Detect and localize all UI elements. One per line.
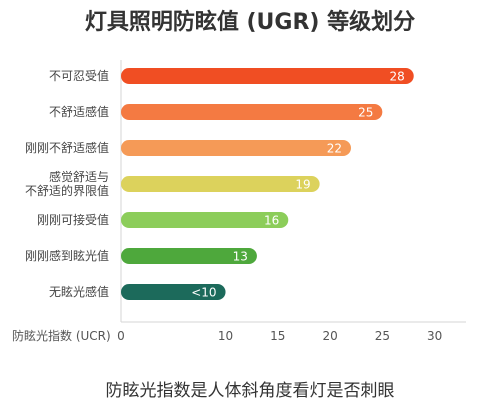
category-label-line: 刚刚可接受值 <box>37 212 109 227</box>
axis-layer: 防眩光指数 (UCR) 0 10 15 20 25 30 不可忍受值不舒适感值刚刚不舒适感值感… <box>12 60 466 343</box>
bar <box>121 284 226 300</box>
bar-value-label: <10 <box>191 286 216 300</box>
x-tick-label: 15 <box>270 329 285 343</box>
category-label-line: 不可忍受值 <box>49 68 109 83</box>
category-label-line: 感觉舒适与 <box>49 169 109 184</box>
bar <box>121 248 257 264</box>
bar-layer: 28 25 22 19 16 13 <10 <box>121 68 414 300</box>
x-axis-label: 防眩光指数 (UCR) <box>12 328 111 343</box>
category-label-line: 刚刚感到眩光值 <box>25 248 109 263</box>
x-tick-label: 30 <box>427 329 442 343</box>
category-label: 无眩光感值 <box>49 284 109 299</box>
bar-value-label: 25 <box>358 106 373 120</box>
chart-caption: 防眩光指数是人体斜角度看灯是否刺眼 <box>105 381 395 401</box>
bar-value-label: 13 <box>233 250 248 264</box>
bar-value-label: 28 <box>389 70 404 84</box>
category-label: 感觉舒适与不舒适的界限值 <box>25 169 109 198</box>
category-label-line: 无眩光感值 <box>49 284 109 299</box>
category-label-line: 刚刚不舒适感值 <box>25 140 109 155</box>
bar <box>121 212 289 228</box>
category-label-line: 不舒适的界限值 <box>25 183 109 198</box>
category-label-line: 不舒适感值 <box>49 104 109 119</box>
category-label: 不舒适感值 <box>49 104 109 119</box>
category-label: 刚刚不舒适感值 <box>25 140 109 155</box>
bar-value-label: 22 <box>327 142 342 156</box>
category-label: 刚刚感到眩光值 <box>25 248 109 263</box>
bar <box>121 104 383 120</box>
bar <box>121 140 351 156</box>
chart-title: 灯具照明防眩值 (UGR) 等级划分 <box>84 10 416 35</box>
bar-value-label: 19 <box>295 178 310 192</box>
bar-value-label: 16 <box>264 214 279 228</box>
x-tick-label: 0 <box>117 329 125 343</box>
bar <box>121 68 414 84</box>
category-label: 不可忍受值 <box>49 68 109 83</box>
x-tick-label: 25 <box>375 329 390 343</box>
bar <box>121 176 320 192</box>
category-label: 刚刚可接受值 <box>37 212 109 227</box>
x-tick-label: 20 <box>322 329 337 343</box>
x-tick-label: 10 <box>218 329 233 343</box>
